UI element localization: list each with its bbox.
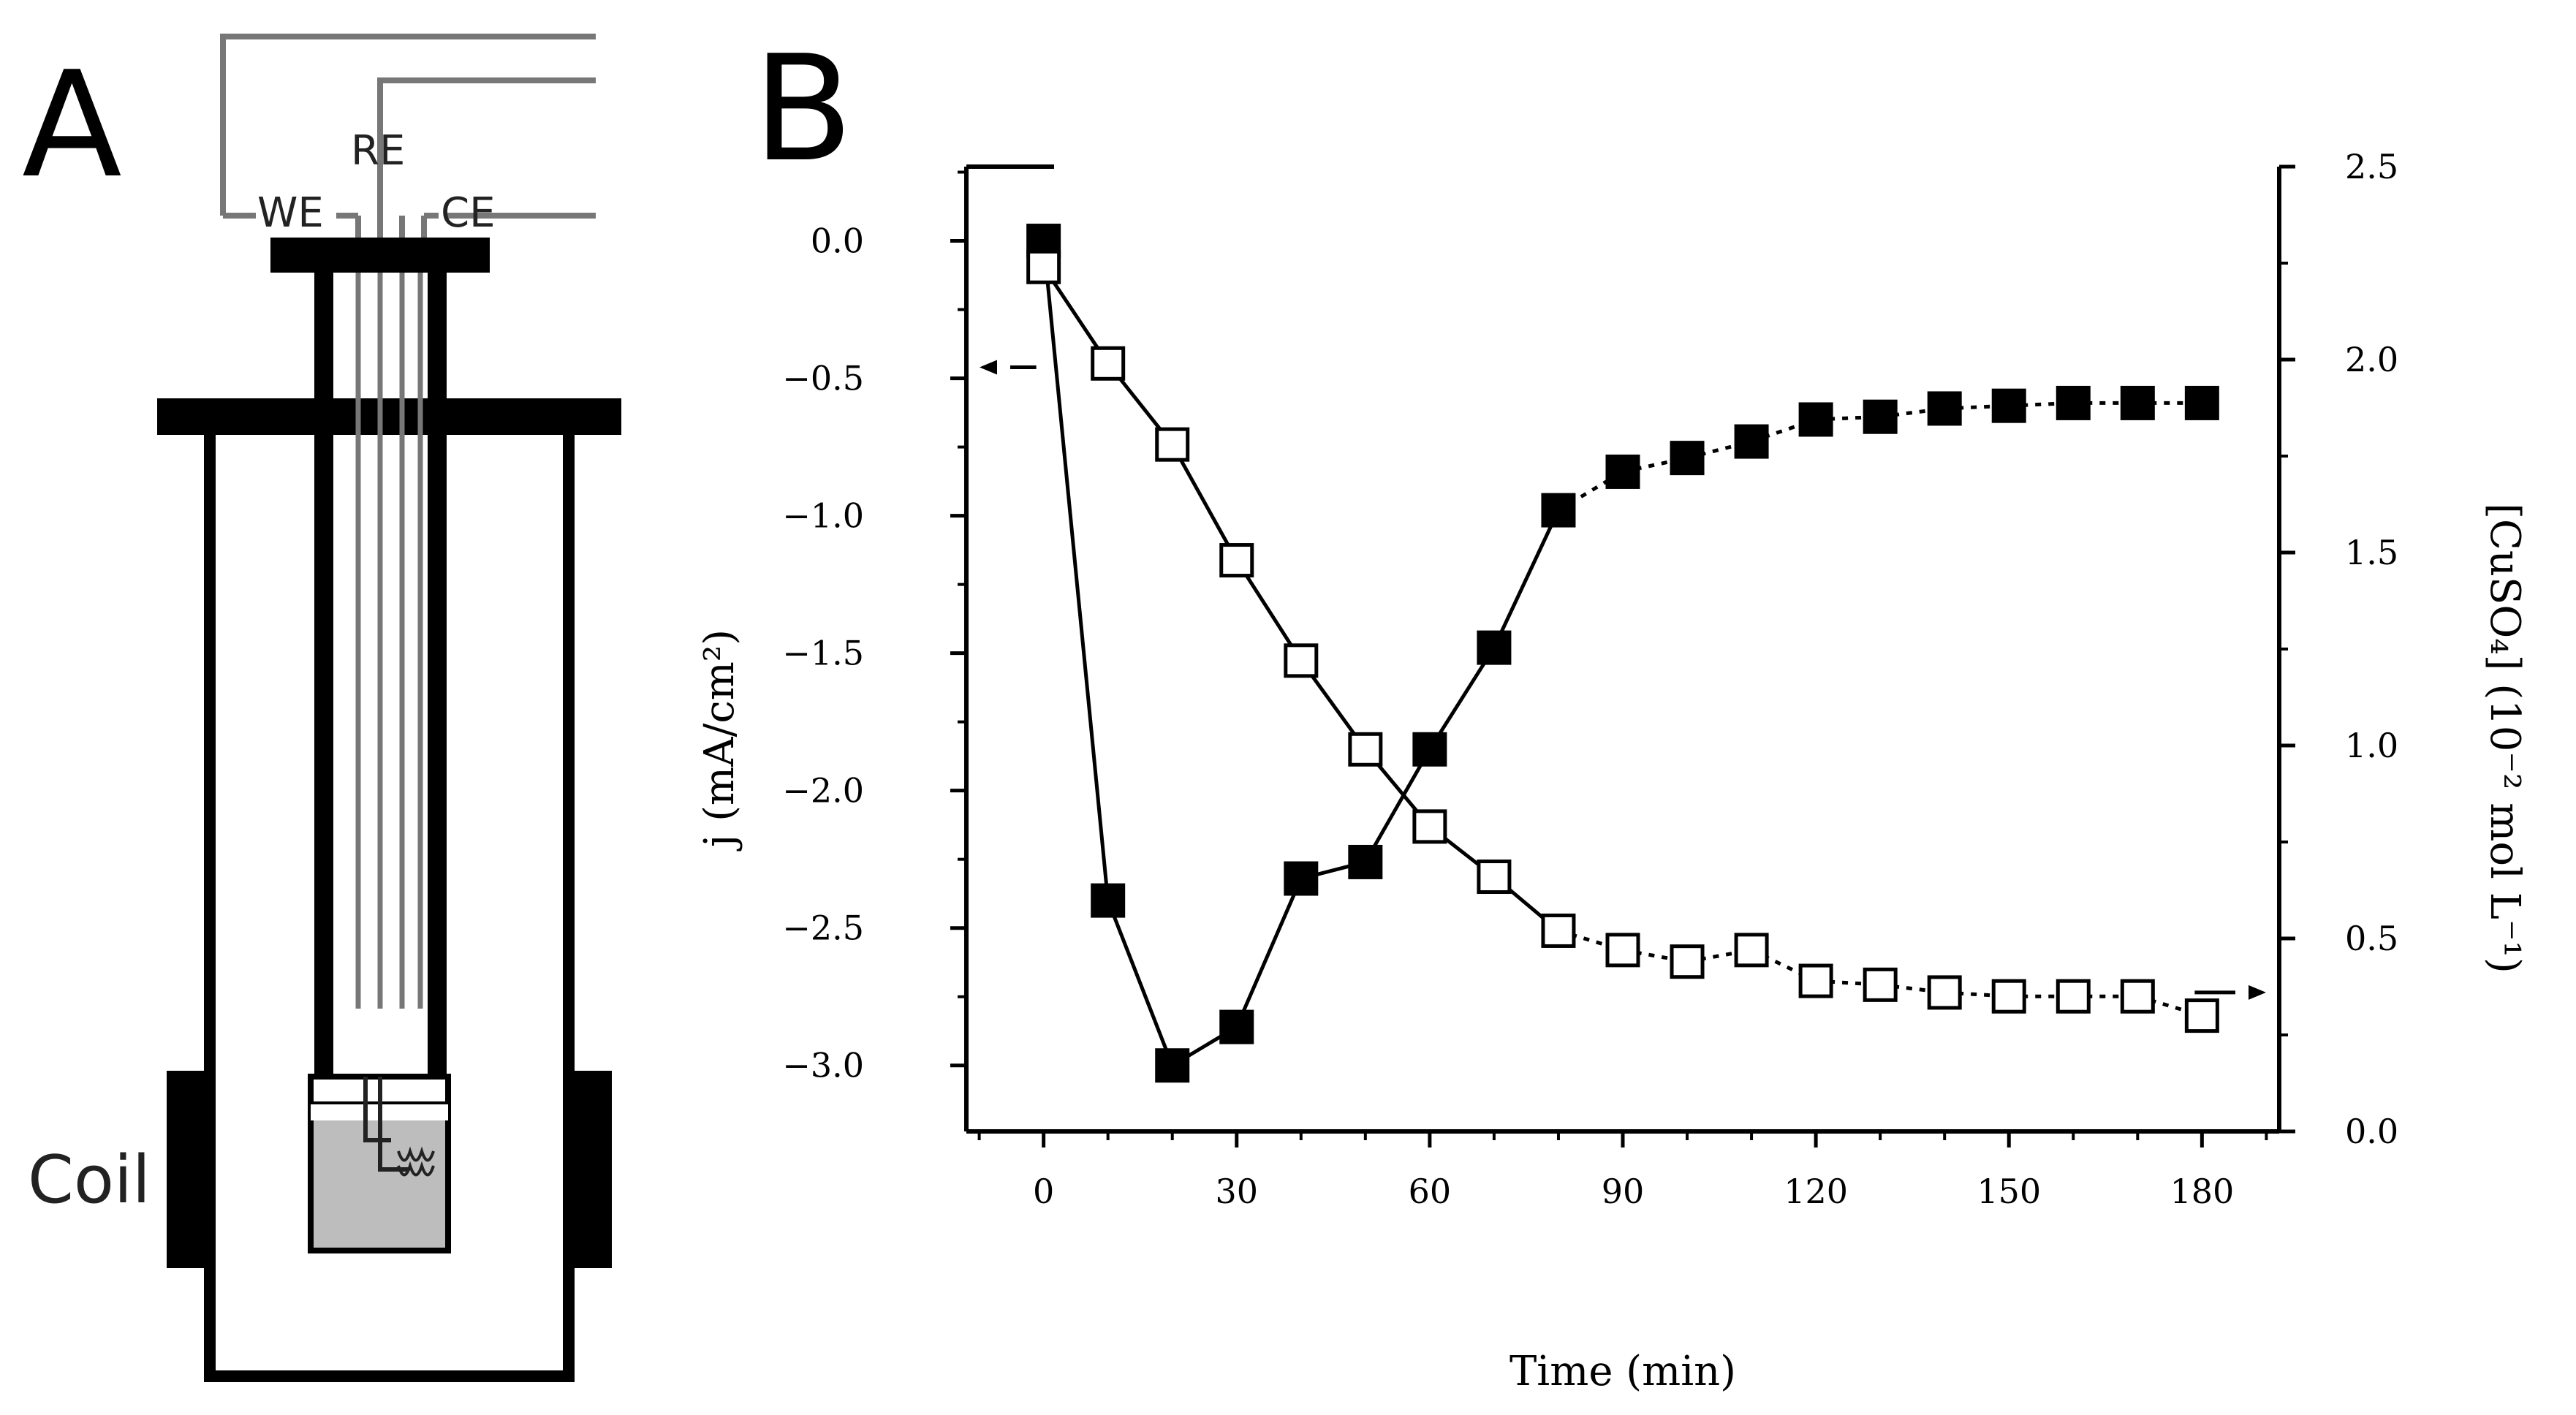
filled-point-50 — [1348, 844, 1383, 879]
x-tick-label-30: 30 — [1215, 1172, 1258, 1211]
panel-a-letter: A — [22, 40, 122, 210]
filled-point-30 — [1219, 1009, 1254, 1044]
open-point-110 — [1734, 933, 1769, 968]
filled-point-20 — [1155, 1048, 1190, 1083]
open-point-0 — [1026, 249, 1061, 284]
y-right-tick-label: 1.0 — [2345, 726, 2398, 765]
open-point-60 — [1412, 809, 1447, 844]
y-right-tick-label: 1.5 — [2345, 533, 2398, 572]
y-left-tick-label: 0.0 — [811, 221, 864, 261]
inner-tube-left-wall — [314, 273, 333, 1077]
outer-vessel — [204, 435, 575, 1382]
y-right-tick-label: 2.5 — [2345, 147, 2398, 186]
filled-point-90 — [1605, 454, 1640, 489]
y-left-tick-label: −0.5 — [782, 359, 864, 398]
open-point-120 — [1798, 963, 1833, 998]
filled-point-180 — [2184, 385, 2219, 420]
open-point-90 — [1605, 933, 1640, 968]
y-left-tick-label: −2.5 — [782, 908, 864, 948]
y-right-axis-title: [CuSO₄] (10⁻² mol L⁻¹) — [2481, 503, 2528, 974]
x-axis-ticks: 0 30 60 90 120 150 180 — [977, 1131, 2268, 1211]
filled-point-60 — [1412, 732, 1447, 767]
filled-point-130 — [1863, 399, 1898, 434]
electrode-wires — [220, 34, 596, 241]
coil-left — [167, 1071, 207, 1268]
series-1-segment — [1170, 443, 1238, 561]
x-tick-label-120: 120 — [1784, 1172, 1848, 1211]
left-axis-arrowhead — [980, 360, 997, 375]
open-point-80 — [1541, 913, 1576, 948]
series-0-segment — [1235, 878, 1303, 1028]
filled-point-100 — [1670, 441, 1705, 476]
axis-arrows — [980, 360, 2266, 1000]
cell-lid — [157, 398, 621, 435]
y-left-axis-ticks: 0.0 −0.5 −1.0 −1.5 −2.0 −2.5 −3.0 — [782, 170, 966, 1085]
y-left-tick-label: −3.0 — [782, 1046, 864, 1085]
open-point-100 — [1670, 944, 1705, 979]
open-point-140 — [1927, 975, 1962, 1010]
y-left-tick-label: −1.0 — [782, 496, 864, 536]
filled-point-160 — [2056, 385, 2091, 420]
filled-point-110 — [1734, 424, 1769, 459]
open-point-180 — [2184, 998, 2219, 1033]
right-axis-arrowhead — [2249, 985, 2266, 1000]
x-axis-title: Time (min) — [1509, 1348, 1736, 1395]
cell-diagram: A WE RE CE — [22, 34, 621, 1382]
y-right-axis-ticks: 0.0 0.5 1.0 1.5 2.0 2.5 — [2279, 147, 2398, 1151]
filled-point-80 — [1541, 493, 1576, 528]
open-point-10 — [1091, 346, 1126, 381]
filled-point-70 — [1477, 630, 1512, 665]
ce-label: CE — [441, 189, 495, 237]
top-cap — [270, 238, 490, 273]
series-0-segment — [1363, 748, 1432, 863]
open-point-130 — [1863, 967, 1898, 1002]
open-point-160 — [2056, 979, 2091, 1014]
series-0-segment — [1106, 900, 1175, 1066]
y-right-tick-label: 0.5 — [2345, 919, 2398, 958]
x-tick-label-0: 0 — [1033, 1172, 1054, 1211]
x-tick-label-180: 180 — [2170, 1172, 2234, 1211]
y-left-tick-label: −1.5 — [782, 634, 864, 673]
y-right-tick-label: 0.0 — [2345, 1112, 2398, 1151]
open-point-20 — [1155, 427, 1190, 462]
series-points — [1026, 224, 2219, 1083]
x-tick-label-150: 150 — [1977, 1172, 2041, 1211]
series-0-segment — [1042, 240, 1110, 901]
filled-point-170 — [2120, 385, 2155, 420]
y-left-tick-label: −2.0 — [782, 771, 864, 811]
y-left-axis-title: j (mA/cm²) — [696, 629, 743, 851]
chart: 0 30 60 90 120 150 180 0.0 −0.5 −1.0 −1.5 −2.0 −2.5… — [696, 147, 2528, 1395]
inner-tube-right-wall — [428, 273, 447, 1077]
y-right-tick-label: 2.0 — [2345, 340, 2398, 379]
counter-electrode-coil — [397, 1146, 435, 1177]
x-tick-label-60: 60 — [1409, 1172, 1452, 1211]
filled-point-140 — [1927, 391, 1962, 426]
open-point-150 — [1991, 979, 2026, 1014]
electrode-rods — [355, 273, 423, 1009]
open-point-70 — [1477, 860, 1512, 895]
open-point-40 — [1284, 643, 1319, 678]
panel-b-letter: B — [753, 24, 853, 194]
coil-label: Coil — [28, 1142, 151, 1218]
open-point-170 — [2120, 979, 2155, 1014]
we-label: WE — [257, 189, 324, 237]
series-0-segment — [1492, 509, 1561, 649]
filled-point-150 — [1991, 388, 2026, 423]
filled-point-40 — [1284, 861, 1319, 896]
re-label: RE — [351, 127, 405, 175]
open-point-50 — [1348, 732, 1383, 767]
coil-right — [572, 1071, 612, 1268]
x-tick-label-90: 90 — [1602, 1172, 1645, 1211]
filled-point-120 — [1798, 402, 1833, 437]
open-point-30 — [1219, 543, 1254, 578]
filled-point-10 — [1091, 883, 1126, 918]
